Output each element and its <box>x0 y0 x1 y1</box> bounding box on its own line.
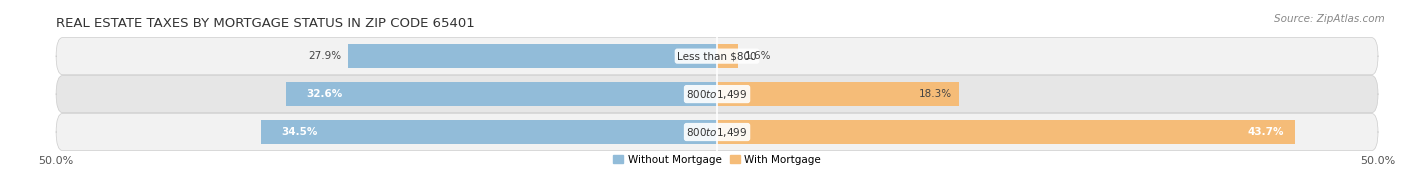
FancyBboxPatch shape <box>56 75 1378 113</box>
Text: 27.9%: 27.9% <box>308 51 342 61</box>
Text: REAL ESTATE TAXES BY MORTGAGE STATUS IN ZIP CODE 65401: REAL ESTATE TAXES BY MORTGAGE STATUS IN … <box>56 17 475 30</box>
Bar <box>287 82 717 106</box>
Text: 34.5%: 34.5% <box>281 127 318 137</box>
Text: 1.6%: 1.6% <box>745 51 772 61</box>
FancyBboxPatch shape <box>56 38 1378 75</box>
Text: 18.3%: 18.3% <box>920 89 952 99</box>
Text: 43.7%: 43.7% <box>1247 127 1284 137</box>
Text: 32.6%: 32.6% <box>307 89 342 99</box>
Text: $800 to $1,499: $800 to $1,499 <box>686 125 748 139</box>
Bar <box>717 120 1295 144</box>
Text: $800 to $1,499: $800 to $1,499 <box>686 88 748 101</box>
Bar <box>717 44 738 68</box>
Bar <box>349 44 717 68</box>
Text: Source: ZipAtlas.com: Source: ZipAtlas.com <box>1274 14 1385 24</box>
Bar <box>717 82 959 106</box>
Legend: Without Mortgage, With Mortgage: Without Mortgage, With Mortgage <box>609 151 825 169</box>
FancyBboxPatch shape <box>56 113 1378 151</box>
Text: Less than $800: Less than $800 <box>678 51 756 61</box>
Bar <box>262 120 717 144</box>
